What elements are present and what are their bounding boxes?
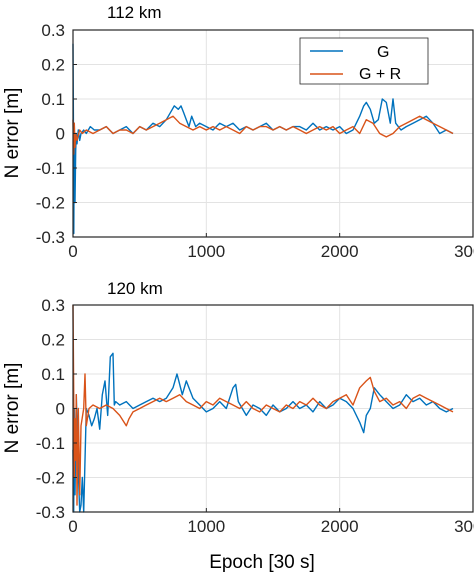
bottom-chart-title: 120 km (107, 279, 163, 298)
top-chart-ticks: 0 1000 2000 3000 -0.3 -0.2 -0.1 0 0.1 0.2 0.3 (36, 21, 474, 261)
top-y-tick-label: 0.1 (41, 90, 65, 109)
legend-label-g: G (377, 44, 389, 61)
legend-label-gr: G + R (359, 66, 401, 83)
top-series-line-g (72, 43, 454, 235)
bottom-series-line-g (72, 352, 454, 513)
top-y-tick-label: 0.2 (41, 56, 65, 75)
bottom-y-tick-label: 0 (56, 400, 65, 419)
bottom-chart-ylabel: N error [m] (2, 363, 23, 454)
top-y-tick-label: -0.1 (36, 159, 65, 178)
top-series-line-g-plus-r (72, 115, 454, 155)
bottom-y-tick-label: 0.2 (41, 331, 65, 350)
top-x-tick-label: 1000 (187, 242, 225, 261)
bottom-chart-series (72, 304, 454, 513)
legend-box (299, 37, 429, 85)
top-chart-series (72, 43, 454, 235)
top-y-tick-label: -0.3 (36, 228, 65, 247)
top-chart-grid (73, 30, 473, 237)
bottom-x-tick-label: 3000 (454, 517, 474, 536)
bottom-y-tick-label: 0.1 (41, 365, 65, 384)
bottom-x-tick-label: 1000 (187, 517, 225, 536)
bottom-chart-ticks: 0 1000 2000 3000 -0.3 -0.2 -0.1 0 0.1 0.2 0.3 (36, 296, 474, 536)
top-y-tick-label: 0.3 (41, 21, 65, 40)
bottom-chart-panel: 0 1000 2000 3000 -0.3 -0.2 -0.1 0 0.1 0.2 0.3 120 … (2, 279, 474, 573)
bottom-x-tick-label: 0 (68, 517, 77, 536)
top-y-tick-label: -0.2 (36, 194, 65, 213)
bottom-chart-xlabel: Epoch [30 s] (209, 552, 315, 573)
top-y-tick-label: 0 (56, 125, 65, 144)
top-chart-title: 112 km (107, 3, 162, 22)
bottom-y-tick-label: -0.1 (36, 434, 65, 453)
top-chart-ylabel: N error [m] (2, 88, 23, 179)
bottom-x-tick-label: 2000 (321, 517, 359, 536)
top-x-tick-label: 3000 (454, 242, 474, 261)
top-x-tick-label: 2000 (321, 242, 359, 261)
bottom-y-tick-label: 0.3 (41, 296, 65, 315)
bottom-y-tick-label: -0.3 (36, 503, 65, 522)
legend: G G + R (299, 37, 429, 85)
bottom-series-line-g-plus-r (72, 304, 454, 506)
bottom-y-tick-label: -0.2 (36, 469, 65, 488)
top-x-tick-label: 0 (68, 242, 77, 261)
top-chart-panel: 0 1000 2000 3000 -0.3 -0.2 -0.1 0 0.1 0.2 0.3 112 … (2, 3, 474, 261)
